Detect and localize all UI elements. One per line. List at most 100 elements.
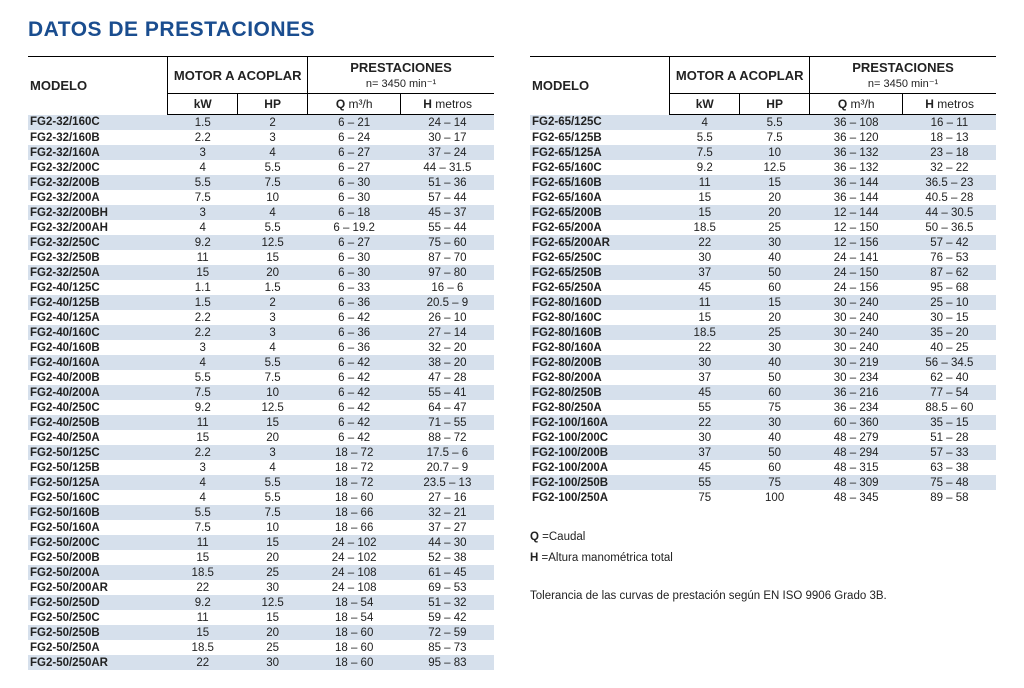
columns-container: MODELO MOTOR A ACOPLAR PRESTACIONES n= 3… [28,56,996,670]
cell-model: FG2-50/125A [28,475,168,490]
table-row: FG2-32/160C1.526 – 2124 – 14 [28,115,494,131]
cell-q: 36 – 132 [810,160,903,175]
header-q: Q m³/h [810,94,903,115]
cell-h: 87 – 70 [401,250,494,265]
cell-q: 6 – 36 [308,340,401,355]
cell-q: 24 – 102 [308,550,401,565]
cell-hp: 15 [740,175,810,190]
cell-hp: 20 [740,310,810,325]
cell-h: 26 – 10 [401,310,494,325]
cell-model: FG2-100/200C [530,430,670,445]
cell-h: 44 – 30.5 [903,205,996,220]
cell-kw: 4 [168,490,238,505]
cell-q: 18 – 66 [308,520,401,535]
cell-h: 30 – 15 [903,310,996,325]
cell-model: FG2-40/125B [28,295,168,310]
cell-model: FG2-50/200A [28,565,168,580]
table-row: FG2-40/160C2.236 – 3627 – 14 [28,325,494,340]
cell-kw: 45 [670,280,740,295]
table-row: FG2-50/250B152018 – 6072 – 59 [28,625,494,640]
cell-hp: 4 [238,205,308,220]
cell-h: 16 – 11 [903,115,996,131]
cell-kw: 1.5 [168,295,238,310]
table-row: FG2-50/160C45.518 – 6027 – 16 [28,490,494,505]
cell-hp: 2 [238,115,308,131]
cell-q: 6 – 42 [308,430,401,445]
cell-kw: 75 [670,490,740,505]
cell-model: FG2-50/125C [28,445,168,460]
header-prestaciones-group: PRESTACIONES n= 3450 min⁻¹ [810,57,996,94]
cell-kw: 15 [168,265,238,280]
cell-kw: 3 [168,145,238,160]
table-row: FG2-40/250C9.212.56 – 4264 – 47 [28,400,494,415]
table-row: FG2-80/250A557536 – 23488.5 – 60 [530,400,996,415]
cell-q: 24 – 102 [308,535,401,550]
cell-h: 51 – 28 [903,430,996,445]
cell-h: 75 – 60 [401,235,494,250]
cell-h: 61 – 45 [401,565,494,580]
cell-h: 35 – 20 [903,325,996,340]
table-row: FG2-40/125A2.236 – 4226 – 10 [28,310,494,325]
cell-hp: 20 [740,205,810,220]
cell-q: 30 – 240 [810,310,903,325]
cell-q: 6 – 42 [308,355,401,370]
cell-model: FG2-80/250A [530,400,670,415]
table-row: FG2-65/125B5.57.536 – 12018 – 13 [530,130,996,145]
cell-hp: 20 [238,625,308,640]
cell-model: FG2-40/160C [28,325,168,340]
cell-q: 36 – 120 [810,130,903,145]
cell-q: 6 – 42 [308,415,401,430]
cell-h: 27 – 14 [401,325,494,340]
cell-h: 69 – 53 [401,580,494,595]
cell-q: 48 – 279 [810,430,903,445]
cell-q: 60 – 360 [810,415,903,430]
table-row: FG2-32/250C9.212.56 – 2775 – 60 [28,235,494,250]
table-row: FG2-65/160C9.212.536 – 13232 – 22 [530,160,996,175]
cell-q: 36 – 144 [810,190,903,205]
cell-model: FG2-40/200B [28,370,168,385]
cell-h: 57 – 44 [401,190,494,205]
cell-kw: 4 [168,355,238,370]
table-row: FG2-40/160A45.56 – 4238 – 20 [28,355,494,370]
cell-model: FG2-80/160B [530,325,670,340]
cell-q: 12 – 150 [810,220,903,235]
cell-h: 72 – 59 [401,625,494,640]
table-body-left: FG2-32/160C1.526 – 2124 – 14FG2-32/160B2… [28,115,494,671]
cell-h: 88 – 72 [401,430,494,445]
cell-model: FG2-65/200B [530,205,670,220]
cell-h: 23 – 18 [903,145,996,160]
cell-h: 37 – 24 [401,145,494,160]
cell-q: 18 – 60 [308,655,401,670]
cell-h: 35 – 15 [903,415,996,430]
cell-kw: 30 [670,250,740,265]
cell-q: 30 – 240 [810,340,903,355]
cell-q: 36 – 144 [810,175,903,190]
cell-h: 24 – 14 [401,115,494,131]
cell-q: 48 – 294 [810,445,903,460]
cell-q: 6 – 42 [308,370,401,385]
table-row: FG2-40/200B5.57.56 – 4247 – 28 [28,370,494,385]
cell-q: 18 – 60 [308,490,401,505]
cell-hp: 30 [740,340,810,355]
table-row: FG2-32/200AH45.56 – 19.255 – 44 [28,220,494,235]
table-row: FG2-50/160A7.51018 – 6637 – 27 [28,520,494,535]
cell-kw: 5.5 [670,130,740,145]
cell-h: 95 – 68 [903,280,996,295]
cell-kw: 22 [168,580,238,595]
cell-model: FG2-65/125C [530,115,670,131]
cell-kw: 15 [670,310,740,325]
table-row: FG2-50/250A18.52518 – 6085 – 73 [28,640,494,655]
cell-q: 24 – 156 [810,280,903,295]
cell-model: FG2-50/250A [28,640,168,655]
table-body-right: FG2-65/125C45.536 – 10816 – 11FG2-65/125… [530,115,996,506]
cell-kw: 2.2 [168,325,238,340]
cell-model: FG2-80/160D [530,295,670,310]
cell-hp: 40 [740,430,810,445]
header-modelo: MODELO [530,57,670,115]
cell-q: 24 – 108 [308,565,401,580]
table-row: FG2-65/160A152036 – 14440.5 – 28 [530,190,996,205]
page-title: DATOS DE PRESTACIONES [28,18,996,42]
header-prestaciones-group: PRESTACIONES n= 3450 min⁻¹ [308,57,494,94]
cell-model: FG2-32/160C [28,115,168,131]
cell-kw: 4 [168,160,238,175]
